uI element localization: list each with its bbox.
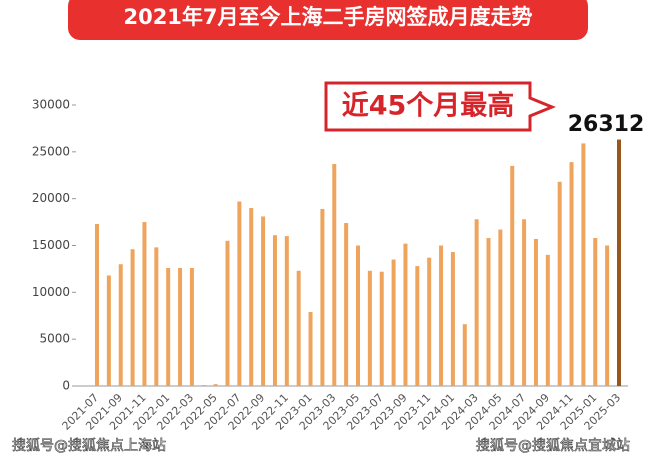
bar [130,249,135,386]
bar [533,238,538,386]
bar [545,254,550,386]
y-tick-label: 25000 [32,144,70,158]
y-tick-label: 20000 [32,191,70,205]
y-tick-label: 5000 [39,332,70,346]
bar [367,270,372,386]
y-tick-label: 10000 [32,285,70,299]
y-tick-label: 0 [62,379,70,393]
bar [189,267,194,386]
watermark: 搜狐号@搜狐焦点宜城站 [476,438,630,454]
bar [450,252,455,386]
bar [272,235,277,386]
bar [201,385,206,386]
bar [225,240,230,386]
annotation-box [324,81,556,132]
bar [379,271,384,386]
bar [510,165,515,386]
bar [142,222,147,386]
bar [391,259,396,386]
bar [474,219,479,386]
bar [296,270,301,386]
bar [95,223,99,386]
bar [581,143,586,386]
y-tick-label: 30000 [32,98,70,112]
bar [284,236,289,386]
annotation: 近45个月最高 [342,90,515,122]
bar [605,245,610,386]
bar [154,247,159,386]
bar [118,264,123,386]
bar [237,201,242,386]
bar [569,162,574,386]
peak-label: 26312 [568,112,645,137]
bar [557,181,562,386]
bar [106,275,111,386]
bar [617,139,621,386]
bar [415,266,420,386]
chart-title: 2021年7月至今上海二手房网签成月度走势 [123,5,532,29]
bar [308,312,313,386]
bar [522,219,527,386]
title-banner [68,0,588,40]
bar [344,223,349,386]
bar [261,216,266,386]
bar [213,384,218,386]
bar [166,267,171,386]
bar [178,267,183,386]
bar [462,324,467,386]
bar [593,238,598,386]
bar [356,245,360,386]
bar [427,257,432,386]
bar [439,245,444,386]
y-tick-label: 15000 [32,238,70,252]
bar [332,164,337,386]
bar [320,208,325,386]
bar [403,243,408,386]
watermark: 搜狐号@搜狐焦点上海站 [12,438,166,454]
bar [249,208,254,386]
bar [498,229,503,386]
bar [486,238,491,386]
